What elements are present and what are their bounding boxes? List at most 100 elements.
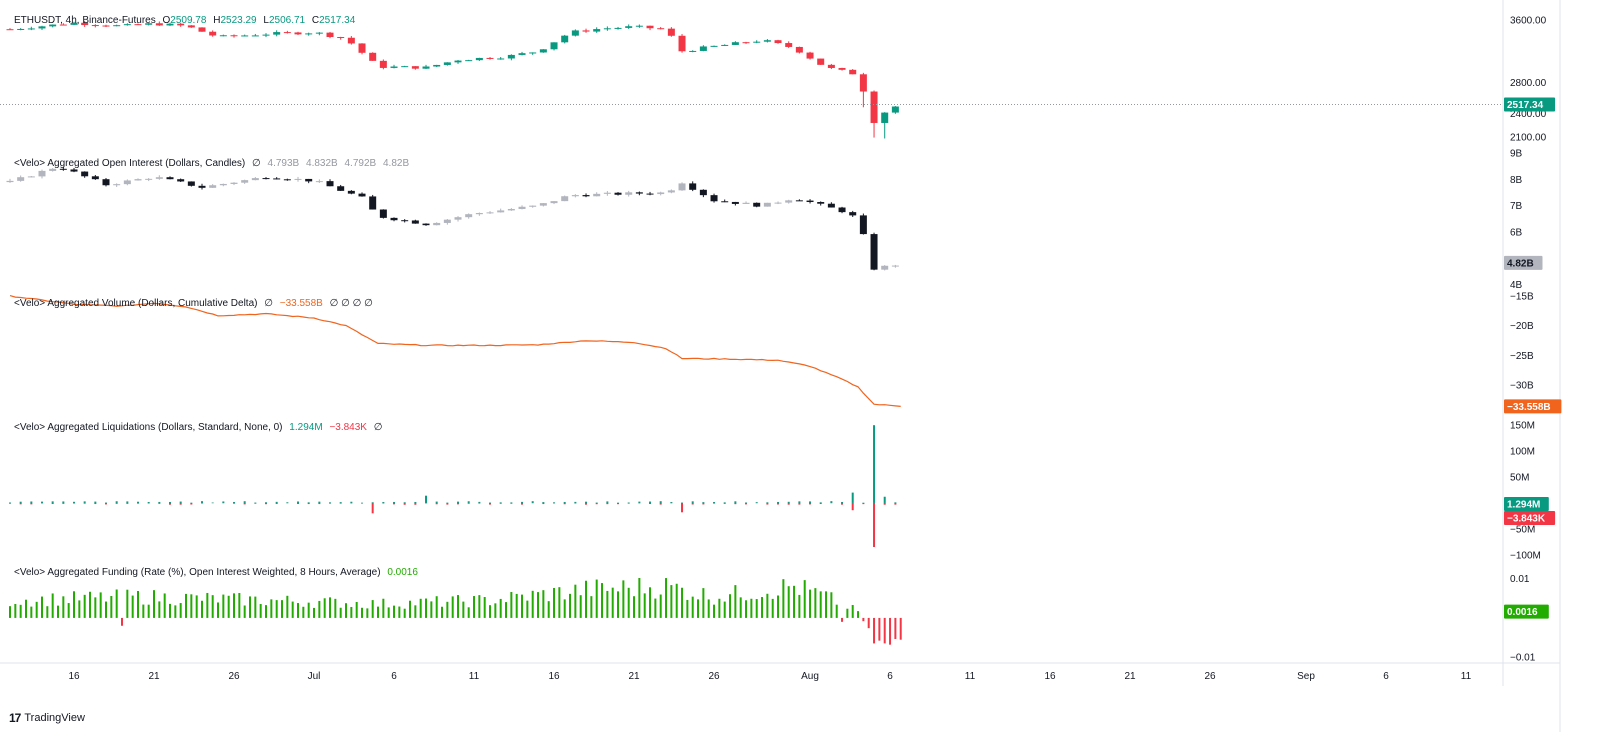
funding-bar[interactable] <box>270 599 273 618</box>
price-candle[interactable] <box>379 60 387 68</box>
funding-bar[interactable] <box>451 596 454 618</box>
funding-bar[interactable] <box>643 593 646 618</box>
liq-short-bar[interactable] <box>649 502 652 504</box>
oi-candle[interactable] <box>411 220 419 224</box>
liq-long-bar[interactable] <box>126 501 129 503</box>
funding-legend[interactable]: <Velo> Aggregated Funding (Rate (%), Ope… <box>14 567 422 578</box>
oi-candle[interactable] <box>550 201 558 204</box>
price-candle[interactable] <box>507 54 515 59</box>
liq-short-bar[interactable] <box>798 502 801 505</box>
funding-bar[interactable] <box>265 605 268 618</box>
liq-long-bar[interactable] <box>414 501 417 503</box>
oi-candle[interactable] <box>369 196 377 210</box>
liquidations-pane[interactable] <box>9 425 897 548</box>
price-legend[interactable]: ETHUSDT, 4h, Binance-Futures O2509.78 H2… <box>14 15 359 26</box>
funding-bar[interactable] <box>462 601 465 618</box>
funding-bar[interactable] <box>185 593 188 618</box>
oi-candle[interactable] <box>315 181 323 183</box>
liq-long-bar[interactable] <box>553 502 556 503</box>
liq-short-bar[interactable] <box>393 502 396 505</box>
price-candle[interactable] <box>603 28 611 30</box>
funding-bar[interactable] <box>313 607 316 618</box>
funding-bar[interactable] <box>862 617 865 622</box>
funding-bar[interactable] <box>697 599 700 618</box>
oi-candle[interactable] <box>614 192 622 195</box>
funding-bar[interactable] <box>899 617 902 640</box>
funding-bar[interactable] <box>814 588 817 618</box>
liq-short-bar[interactable] <box>403 502 406 505</box>
funding-bar[interactable] <box>841 617 844 622</box>
funding-bar[interactable] <box>78 600 81 618</box>
liq-short-bar[interactable] <box>574 502 577 504</box>
liq-short-bar[interactable] <box>691 502 694 505</box>
oi-candle[interactable] <box>582 195 590 197</box>
funding-bar[interactable] <box>323 598 326 618</box>
funding-bar[interactable] <box>249 596 252 618</box>
price-candle[interactable] <box>582 30 590 32</box>
price-candle[interactable] <box>283 32 291 34</box>
price-candle[interactable] <box>763 40 771 42</box>
liq-long-bar[interactable] <box>883 496 886 503</box>
funding-bar[interactable] <box>601 583 604 618</box>
liq-long-bar[interactable] <box>371 502 374 503</box>
price-candle[interactable] <box>145 23 153 25</box>
liq-short-bar[interactable] <box>30 502 33 505</box>
liq-long-bar[interactable] <box>830 501 833 503</box>
liq-short-bar[interactable] <box>275 502 278 504</box>
funding-bar[interactable] <box>329 597 332 618</box>
price-candle[interactable] <box>177 23 185 26</box>
funding-bar[interactable] <box>126 589 129 618</box>
funding-bar[interactable] <box>14 603 17 618</box>
funding-bar[interactable] <box>713 604 716 618</box>
liq-short-bar[interactable] <box>201 502 204 504</box>
price-candle[interactable] <box>817 58 825 65</box>
price-candle[interactable] <box>539 49 547 53</box>
funding-bar[interactable] <box>297 603 300 618</box>
funding-bar[interactable] <box>334 598 337 618</box>
liq-long-bar[interactable] <box>51 501 54 503</box>
price-candle[interactable] <box>230 35 238 37</box>
price-candle[interactable] <box>742 42 750 44</box>
liq-short-bar[interactable] <box>339 502 342 504</box>
price-candle[interactable] <box>273 32 281 35</box>
price-candle[interactable] <box>347 37 355 44</box>
funding-bar[interactable] <box>851 604 854 618</box>
oi-candle[interactable] <box>262 178 270 180</box>
price-candle[interactable] <box>625 26 633 28</box>
funding-bar[interactable] <box>179 603 182 618</box>
price-candle[interactable] <box>646 25 654 29</box>
funding-bar[interactable] <box>622 580 625 618</box>
oi-candle[interactable] <box>667 190 675 193</box>
funding-bar[interactable] <box>729 594 732 618</box>
liq-long-bar[interactable] <box>169 501 172 503</box>
funding-bar[interactable] <box>873 617 876 644</box>
oi-candle[interactable] <box>646 193 654 195</box>
price-candle[interactable] <box>113 25 121 27</box>
funding-bar[interactable] <box>686 599 689 618</box>
oi-candle[interactable] <box>209 185 217 188</box>
funding-bar[interactable] <box>702 588 705 618</box>
oi-candle[interactable] <box>742 202 750 204</box>
funding-bar[interactable] <box>707 599 710 618</box>
liq-long-bar[interactable] <box>809 501 812 503</box>
liq-long-bar[interactable] <box>478 501 481 503</box>
price-candle[interactable] <box>731 42 739 45</box>
liq-long-bar[interactable] <box>841 501 844 503</box>
funding-bar[interactable] <box>867 617 870 629</box>
price-candle[interactable] <box>49 24 57 27</box>
liq-long-bar[interactable] <box>222 501 225 503</box>
liq-short-bar[interactable] <box>297 502 300 504</box>
price-candle[interactable] <box>70 22 78 25</box>
funding-bar[interactable] <box>878 617 881 641</box>
oi-candle[interactable] <box>774 202 782 204</box>
funding-bar[interactable] <box>563 599 566 618</box>
indicator-title[interactable]: <Velo> Aggregated Volume (Dollars, Cumul… <box>14 298 258 309</box>
price-candle[interactable] <box>774 40 782 44</box>
funding-bar[interactable] <box>638 577 641 618</box>
price-candle[interactable] <box>795 46 803 53</box>
liq-long-bar[interactable] <box>435 501 438 503</box>
funding-bar[interactable] <box>457 595 460 618</box>
funding-bar[interactable] <box>558 587 561 618</box>
oi-candle[interactable] <box>721 201 729 203</box>
oi-candle[interactable] <box>230 182 238 184</box>
